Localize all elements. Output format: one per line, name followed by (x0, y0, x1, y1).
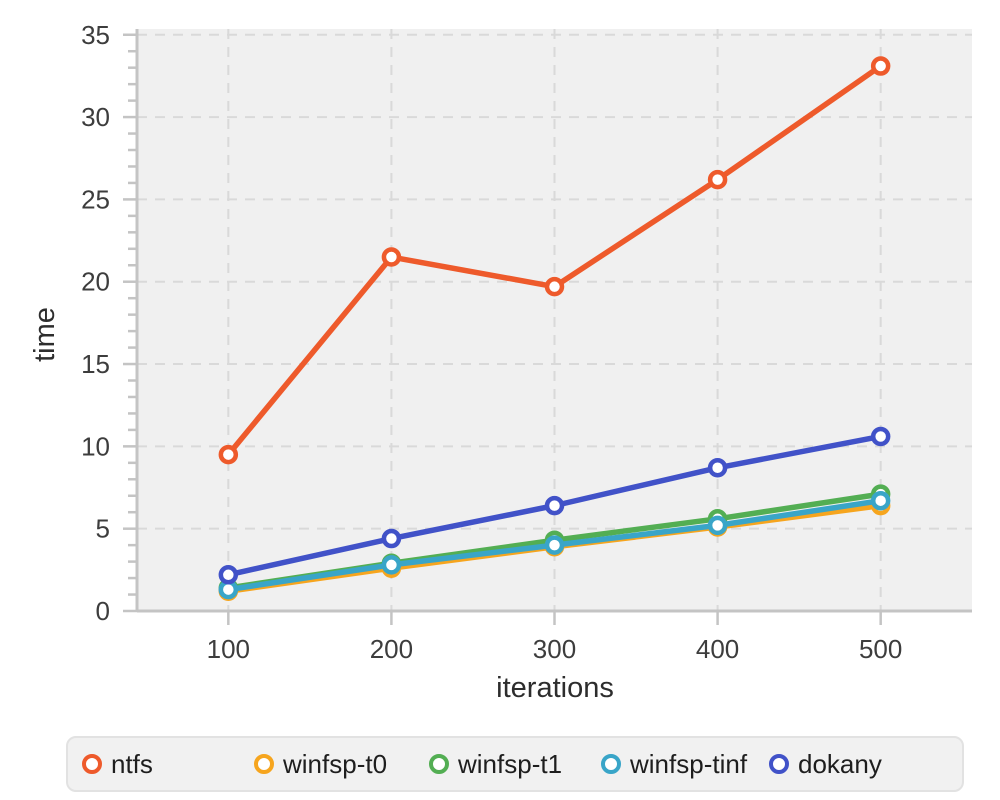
legend-item-winfsp-tinf[interactable]: winfsp-tinf (601, 749, 769, 780)
x-tick-label: 500 (859, 634, 902, 664)
legend-label: winfsp-t1 (458, 748, 563, 779)
legend-marker-icon (601, 754, 621, 774)
marker-ntfs-200 (381, 247, 402, 267)
marker-winfsp-tinf-200 (381, 555, 402, 575)
line-chart: 0 5 10 15 20 25 30 35 100 200 300 400 500 time itera… (28, 20, 972, 704)
y-tick-label: 5 (96, 514, 110, 544)
y-tick-label: 15 (81, 349, 110, 379)
marker-dokany-100 (218, 565, 239, 585)
marker-ntfs-300 (544, 276, 565, 297)
y-tick-label: 10 (81, 431, 110, 461)
legend-item-winfsp-t0[interactable]: winfsp-t0 (254, 749, 429, 780)
y-tick-label: 30 (81, 102, 110, 132)
marker-dokany-500 (870, 426, 891, 447)
marker-dokany-200 (381, 528, 402, 549)
legend-label: winfsp-t0 (283, 748, 388, 779)
x-tick-label: 400 (696, 634, 739, 664)
gridlines (137, 29, 972, 611)
legend-label: ntfs (111, 748, 153, 779)
y-tick-label: 0 (96, 596, 110, 626)
legend-marker-icon (82, 754, 102, 774)
marker-dokany-300 (544, 495, 565, 516)
series-winfsp-tinf (218, 490, 891, 600)
tick-labels: 0 5 10 15 20 25 30 35 100 200 300 400 500 (81, 20, 902, 664)
marker-winfsp-tinf-300 (544, 535, 565, 555)
x-tick-label: 200 (370, 634, 413, 664)
marker-ntfs-100 (218, 444, 239, 465)
legend-label: dokany (798, 748, 882, 779)
marker-dokany-400 (707, 458, 728, 478)
legend-label: winfsp-tinf (630, 748, 748, 779)
axes (135, 29, 972, 613)
series-ntfs (218, 56, 891, 465)
legend-item-ntfs[interactable]: ntfs (82, 749, 254, 780)
plot-canvas: 0 5 10 15 20 25 30 35 100 200 300 400 500 (81, 20, 972, 664)
legend-marker-icon (254, 754, 274, 774)
y-axis-title: time (28, 307, 61, 362)
marker-winfsp-tinf-500 (870, 490, 891, 511)
legend: ntfs winfsp-t0 winfsp-t1 winfsp-tinf dokany (66, 736, 964, 792)
legend-item-winfsp-t1[interactable]: winfsp-t1 (429, 749, 601, 780)
y-tick-label: 25 (81, 184, 110, 214)
marker-ntfs-500 (870, 56, 891, 76)
marker-ntfs-400 (707, 169, 728, 190)
legend-marker-icon (429, 754, 449, 774)
series-dokany (218, 426, 891, 585)
x-tick-label: 300 (533, 634, 576, 664)
y-tick-label: 35 (81, 20, 110, 50)
legend-marker-icon (769, 754, 789, 774)
x-axis-title: iterations (496, 672, 614, 704)
legend-item-dokany[interactable]: dokany (769, 749, 962, 780)
y-tick-label: 20 (81, 267, 110, 297)
marker-winfsp-tinf-400 (707, 515, 728, 536)
x-tick-label: 100 (207, 634, 250, 664)
